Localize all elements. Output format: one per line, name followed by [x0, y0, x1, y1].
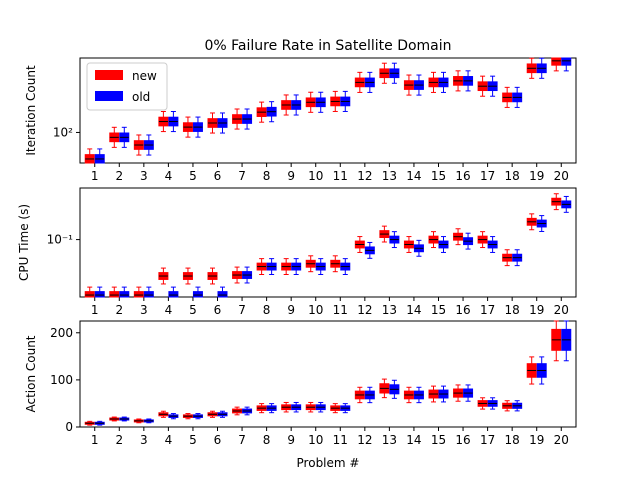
x-tick-label: 4 [165, 433, 173, 447]
x-tick-label: 7 [238, 433, 246, 447]
x-tick-label: 11 [333, 433, 348, 447]
y-axis-label: Action Count [24, 335, 38, 412]
x-tick-label: 5 [189, 169, 197, 183]
x-tick-label: 2 [115, 433, 123, 447]
x-tick-label: 8 [263, 303, 271, 317]
x-tick-label: 16 [455, 433, 470, 447]
y-tick-label: 10² [53, 125, 73, 139]
x-tick-label: 10 [308, 169, 323, 183]
x-tick-label: 1 [91, 303, 99, 317]
box-old-3 [143, 291, 154, 298]
x-tick-label: 19 [529, 433, 544, 447]
legend-swatch-old [95, 91, 123, 101]
x-tick-label: 9 [287, 303, 295, 317]
x-tick-label: 15 [431, 169, 446, 183]
x-tick-label: 17 [480, 169, 495, 183]
x-tick-label: 15 [431, 433, 446, 447]
x-tick-label: 8 [263, 169, 271, 183]
axes-frame [79, 57, 577, 164]
x-tick-label: 17 [480, 433, 495, 447]
y-tick-label: 100 [50, 373, 73, 387]
x-tick-label: 10 [308, 303, 323, 317]
panel-2: CPU Time (s) 10⁻¹1 2 3 4 5 6 7 8 9 10 11 12 13 14 15 16 1… [17, 187, 577, 317]
box-new-1 [84, 291, 95, 298]
y-axis-label: Iteration Count [24, 65, 38, 156]
x-tick-label: 10 [308, 433, 323, 447]
y-tick-label: 10⁻¹ [47, 233, 74, 247]
box-new-20 [551, 57, 562, 66]
box-old-5 [192, 291, 203, 298]
x-tick-label: 1 [91, 433, 99, 447]
box-old-1 [94, 291, 105, 298]
x-tick-label: 7 [238, 169, 246, 183]
box-old-2 [119, 291, 130, 298]
x-tick-label: 4 [165, 169, 173, 183]
legend: new old [86, 62, 168, 111]
x-tick-label: 12 [357, 433, 372, 447]
x-tick-label: 4 [165, 303, 173, 317]
box-old-6 [217, 291, 228, 298]
x-tick-label: 2 [115, 303, 123, 317]
x-tick-label: 14 [406, 169, 421, 183]
y-axis-label: CPU Time (s) [17, 204, 31, 281]
x-tick-label: 13 [382, 303, 397, 317]
x-tick-label: 14 [406, 303, 421, 317]
x-tick-label: 6 [214, 169, 222, 183]
x-tick-label: 16 [455, 303, 470, 317]
box-old-4 [168, 291, 179, 298]
box-old-20 [561, 57, 572, 66]
x-tick-label: 20 [554, 433, 569, 447]
x-tick-label: 6 [214, 303, 222, 317]
x-tick-label: 18 [505, 433, 520, 447]
x-tick-label: 8 [263, 433, 271, 447]
x-tick-label: 2 [115, 169, 123, 183]
chart-title: 0% Failure Rate in Satellite Domain [204, 38, 451, 54]
x-tick-label: 3 [140, 303, 148, 317]
y-tick-label: 200 [50, 326, 73, 340]
x-tick-label: 18 [505, 303, 520, 317]
x-tick-label: 9 [287, 169, 295, 183]
x-tick-label: 3 [140, 169, 148, 183]
y-tick-label: 0 [65, 420, 73, 434]
x-tick-label: 5 [189, 433, 197, 447]
x-tick-label: 19 [529, 169, 544, 183]
legend-swatch-new [95, 70, 123, 80]
box-new-3 [133, 291, 144, 298]
x-tick-label: 13 [382, 169, 397, 183]
x-axis-label: Problem # [297, 456, 360, 470]
x-tick-label: 3 [140, 433, 148, 447]
axes-frame [79, 187, 577, 298]
x-tick-label: 18 [505, 169, 520, 183]
x-tick-label: 19 [529, 303, 544, 317]
x-tick-label: 7 [238, 303, 246, 317]
x-tick-label: 5 [189, 303, 197, 317]
x-tick-label: 11 [333, 303, 348, 317]
x-tick-label: 20 [554, 303, 569, 317]
x-tick-label: 16 [455, 169, 470, 183]
box-new-2 [109, 291, 120, 298]
x-tick-label: 20 [554, 169, 569, 183]
x-tick-label: 9 [287, 433, 295, 447]
x-tick-label: 12 [357, 169, 372, 183]
x-tick-label: 13 [382, 433, 397, 447]
x-tick-label: 6 [214, 433, 222, 447]
x-tick-label: 14 [406, 433, 421, 447]
x-tick-label: 12 [357, 303, 372, 317]
x-tick-label: 11 [333, 169, 348, 183]
x-tick-label: 17 [480, 303, 495, 317]
x-tick-label: 15 [431, 303, 446, 317]
legend-label-old: old [132, 90, 150, 104]
x-tick-label: 1 [91, 169, 99, 183]
axes-frame [79, 320, 577, 428]
legend-label-new: new [132, 69, 157, 83]
